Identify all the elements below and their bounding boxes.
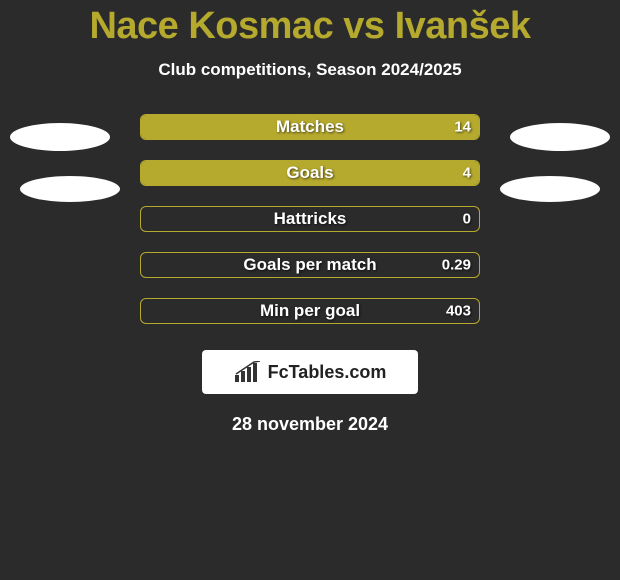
stat-label: Min per goal	[141, 301, 479, 321]
bar-track: Min per goal 403	[140, 298, 480, 324]
bar-track: Hattricks 0	[140, 206, 480, 232]
stat-row: Goals 4	[0, 150, 620, 196]
subtitle: Club competitions, Season 2024/2025	[0, 60, 620, 80]
bar-track: Goals 4	[140, 160, 480, 186]
stats-chart: Matches 14 Goals 4 Hattricks 0 Goals per…	[0, 104, 620, 334]
bar-fill	[141, 115, 479, 139]
bar-track: Goals per match 0.29	[140, 252, 480, 278]
comparison-card: Nace Kosmac vs Ivanšek Club competitions…	[0, 0, 620, 435]
chart-icon	[234, 361, 262, 383]
stat-row: Matches 14	[0, 104, 620, 150]
stat-value: 0.29	[442, 257, 471, 274]
stat-label: Hattricks	[141, 209, 479, 229]
stat-row: Hattricks 0	[0, 196, 620, 242]
stat-value: 0	[463, 211, 471, 228]
stat-row: Min per goal 403	[0, 288, 620, 334]
bar-track: Matches 14	[140, 114, 480, 140]
stat-label: Goals per match	[141, 255, 479, 275]
page-title: Nace Kosmac vs Ivanšek	[0, 5, 620, 48]
stat-row: Goals per match 0.29	[0, 242, 620, 288]
brand-text: FcTables.com	[268, 362, 387, 383]
date-caption: 28 november 2024	[0, 414, 620, 435]
bar-fill	[141, 161, 479, 185]
stat-value: 403	[446, 303, 471, 320]
branding-badge: FcTables.com	[202, 350, 418, 394]
